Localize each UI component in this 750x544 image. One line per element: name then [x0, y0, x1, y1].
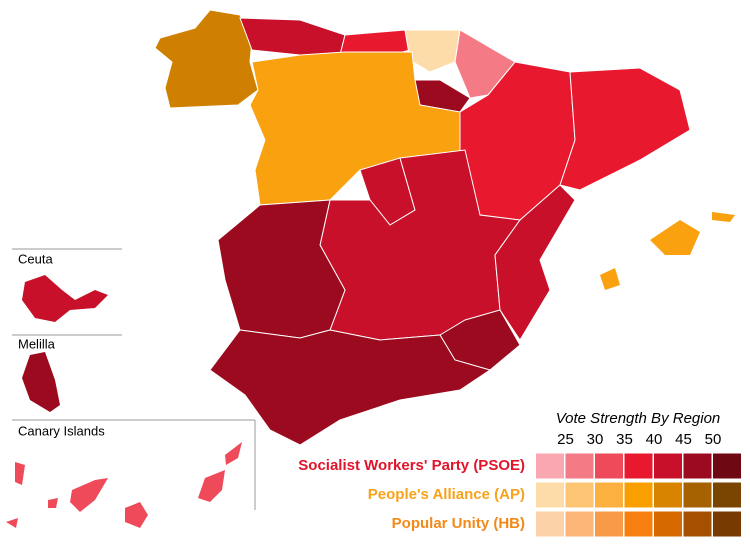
legend-swatch [713, 511, 741, 537]
island [198, 470, 225, 502]
legend-swatch [654, 511, 682, 537]
legend-swatch [565, 482, 594, 508]
legend-swatch [536, 453, 564, 479]
island [125, 502, 148, 528]
inset-frames [12, 248, 256, 510]
ibiza [600, 268, 620, 290]
island [70, 478, 108, 512]
legend-swatch [654, 482, 682, 508]
legend-tick-label: 50 [705, 431, 722, 448]
legend-swatch [654, 453, 682, 479]
island [48, 498, 58, 508]
legend-swatch [595, 482, 623, 508]
legend-swatch [683, 511, 712, 537]
catalonia [559, 67, 691, 191]
island [225, 442, 242, 465]
melilla [22, 352, 60, 412]
legend-tick-label: 45 [675, 431, 692, 448]
island [6, 518, 18, 528]
legend-swatch [683, 453, 712, 479]
legend-row-label: Popular Unity (HB) [392, 515, 525, 532]
legend-swatch [565, 511, 594, 537]
legend-swatch [536, 511, 564, 537]
legend-tick-label: 30 [587, 431, 604, 448]
legend-swatch [595, 511, 623, 537]
legend-swatch [624, 453, 653, 479]
mallorca [650, 220, 700, 255]
legend-swatch [683, 482, 712, 508]
legend-swatch [624, 482, 653, 508]
navarre [454, 29, 516, 99]
legend-swatch [713, 453, 741, 479]
menorca [712, 212, 735, 222]
legend-tick-label: 35 [616, 431, 633, 448]
island [15, 462, 25, 485]
mainland [154, 9, 691, 446]
inset-label: Canary Islands [18, 423, 105, 438]
balearics [600, 212, 735, 290]
legend-swatch [624, 511, 653, 537]
legend-row-label: Socialist Workers' Party (PSOE) [298, 457, 525, 474]
legend-swatch [536, 482, 564, 508]
andalusia [209, 329, 492, 446]
legend-tick-label: 25 [557, 431, 574, 448]
legend-swatch [595, 453, 623, 479]
legend-swatch [713, 482, 741, 508]
inset-label: Ceuta [18, 251, 53, 266]
valencia [494, 184, 576, 341]
legend-title: Vote Strength By Region [556, 410, 721, 427]
legend-tick-label: 40 [646, 431, 663, 448]
inset-label: Melilla [18, 336, 56, 351]
legend-swatch [565, 453, 594, 479]
canary-islands [6, 442, 242, 528]
legend-row-label: People's Alliance (AP) [368, 486, 525, 503]
ceuta [22, 275, 108, 322]
asturias [239, 17, 346, 56]
